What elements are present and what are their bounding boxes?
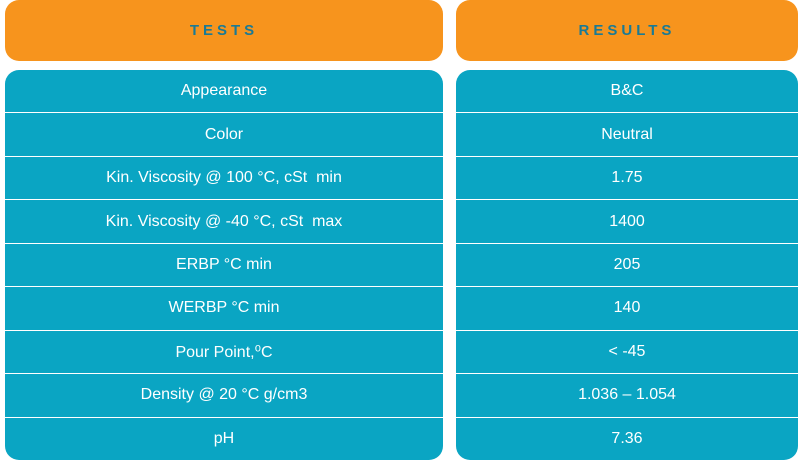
tests-header: TESTS (5, 0, 443, 61)
test-cell-werbp: WERBP °C min (5, 286, 443, 329)
test-cell-color: Color (5, 112, 443, 155)
results-header: RESULTS (456, 0, 798, 61)
result-cell-pour-point: < -45 (456, 329, 798, 373)
test-cell-erbp: ERBP °C min (5, 242, 443, 286)
test-cell-pour-point: Pour Point,⁰C (5, 329, 443, 373)
result-cell-color: Neutral (456, 112, 798, 155)
result-cell-density: 1.036 – 1.054 (456, 373, 798, 416)
tests-column: Appearance Color Kin. Viscosity @ 100 °C… (5, 70, 443, 460)
result-cell-werbp: 140 (456, 286, 798, 329)
result-cell-appearance: B&C (610, 82, 644, 100)
test-cell-kin-viscosity-100: Kin. Viscosity @ 100 °C, cSt min (5, 155, 443, 199)
results-column: B&C Neutral 1.75 1400 205 140 < -45 1.03… (456, 70, 798, 460)
test-cell-kin-viscosity-minus40: Kin. Viscosity @ -40 °C, cSt max (5, 199, 443, 242)
tests-header-label: TESTS (189, 22, 259, 39)
test-cell-density: Density @ 20 °C g/cm3 (5, 373, 443, 416)
result-cell-kin-viscosity-100: 1.75 (456, 155, 798, 199)
result-cell-ph: 7.36 (456, 416, 798, 460)
result-cell-erbp: 205 (456, 242, 798, 286)
test-cell-ph: pH (5, 416, 443, 460)
result-cell-kin-viscosity-minus40: 1400 (456, 199, 798, 242)
results-header-label: RESULTS (578, 22, 676, 39)
test-cell-appearance: Appearance (180, 82, 268, 100)
